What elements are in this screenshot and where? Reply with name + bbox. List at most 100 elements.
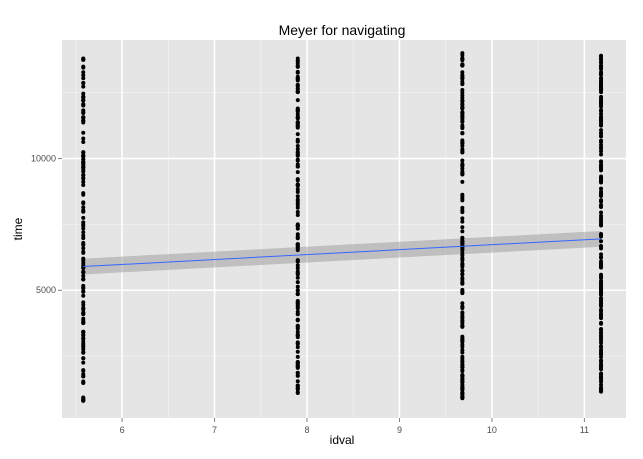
data-point <box>81 164 86 169</box>
data-point <box>81 319 86 324</box>
data-point <box>460 388 465 393</box>
data-point <box>81 343 86 348</box>
data-point <box>599 265 604 270</box>
data-point <box>295 324 300 329</box>
data-point <box>460 316 465 321</box>
data-point <box>599 274 604 279</box>
data-point <box>460 119 465 124</box>
data-point <box>599 374 604 379</box>
data-point <box>295 183 300 188</box>
data-point <box>295 157 300 162</box>
data-point <box>81 347 86 352</box>
data-point <box>295 383 300 388</box>
data-point <box>460 117 465 122</box>
data-point <box>460 70 465 75</box>
data-point <box>81 332 86 337</box>
data-point <box>599 321 604 326</box>
data-point <box>81 329 86 334</box>
data-point <box>460 281 465 286</box>
data-point <box>81 115 86 120</box>
data-point <box>81 289 86 294</box>
data-point <box>460 53 465 58</box>
data-point <box>599 146 604 151</box>
data-point <box>295 305 300 310</box>
y-axis-ticks: 5000 10000 <box>31 154 62 295</box>
data-point <box>599 216 604 221</box>
chart-title: Meyer for navigating <box>279 22 406 38</box>
data-point <box>599 298 604 303</box>
data-point <box>81 242 86 247</box>
data-point <box>599 149 604 154</box>
data-point <box>460 354 465 359</box>
data-point <box>81 179 86 184</box>
data-point <box>81 316 86 321</box>
data-point <box>460 251 465 256</box>
data-point <box>81 76 86 81</box>
data-point <box>599 334 604 339</box>
data-point <box>295 288 300 293</box>
data-point <box>460 111 465 116</box>
data-point <box>599 104 604 109</box>
data-point <box>295 108 300 113</box>
data-point <box>81 57 86 62</box>
data-point <box>295 112 300 117</box>
data-point <box>460 138 465 143</box>
x-tick-label: 7 <box>212 425 217 435</box>
data-point <box>295 258 300 263</box>
data-point <box>295 205 300 210</box>
data-point <box>81 220 86 225</box>
data-point <box>460 99 465 104</box>
data-point <box>81 306 86 311</box>
data-point <box>599 233 604 238</box>
data-point <box>599 239 604 244</box>
data-point <box>460 73 465 78</box>
data-point <box>460 102 465 107</box>
data-point <box>295 272 300 277</box>
data-point <box>599 210 604 215</box>
data-point <box>295 89 300 94</box>
data-point <box>295 280 300 285</box>
data-point <box>81 372 86 377</box>
data-point <box>599 166 604 171</box>
data-point <box>460 130 465 135</box>
data-point <box>295 301 300 306</box>
data-point <box>599 388 604 393</box>
data-point <box>81 246 86 251</box>
plot-panel <box>62 40 626 418</box>
data-point <box>460 311 465 316</box>
data-point <box>81 102 86 107</box>
data-point <box>460 158 465 163</box>
data-point <box>599 121 604 126</box>
data-point <box>460 163 465 168</box>
data-point <box>295 170 300 175</box>
point-group <box>295 56 300 395</box>
data-point <box>81 98 86 103</box>
data-point <box>295 329 300 334</box>
data-point <box>599 88 604 93</box>
data-point <box>460 219 465 224</box>
data-point <box>81 118 86 123</box>
data-point <box>81 73 86 78</box>
data-point <box>295 147 300 152</box>
data-point <box>81 273 86 278</box>
data-point <box>81 270 86 275</box>
data-point <box>295 387 300 392</box>
data-point <box>81 153 86 158</box>
data-point <box>81 230 86 235</box>
data-point <box>599 350 604 355</box>
data-point <box>460 179 465 184</box>
x-tick-label: 10 <box>487 425 497 435</box>
data-point <box>599 246 604 251</box>
trend-line-group <box>83 238 602 268</box>
data-point <box>460 362 465 367</box>
data-point <box>460 123 465 128</box>
data-point <box>599 291 604 296</box>
data-point <box>81 173 86 178</box>
data-point <box>295 266 300 271</box>
data-point <box>460 337 465 342</box>
data-point <box>81 311 86 316</box>
data-point <box>460 210 465 215</box>
data-point <box>81 169 86 174</box>
data-point <box>81 336 86 341</box>
data-point <box>81 380 86 385</box>
